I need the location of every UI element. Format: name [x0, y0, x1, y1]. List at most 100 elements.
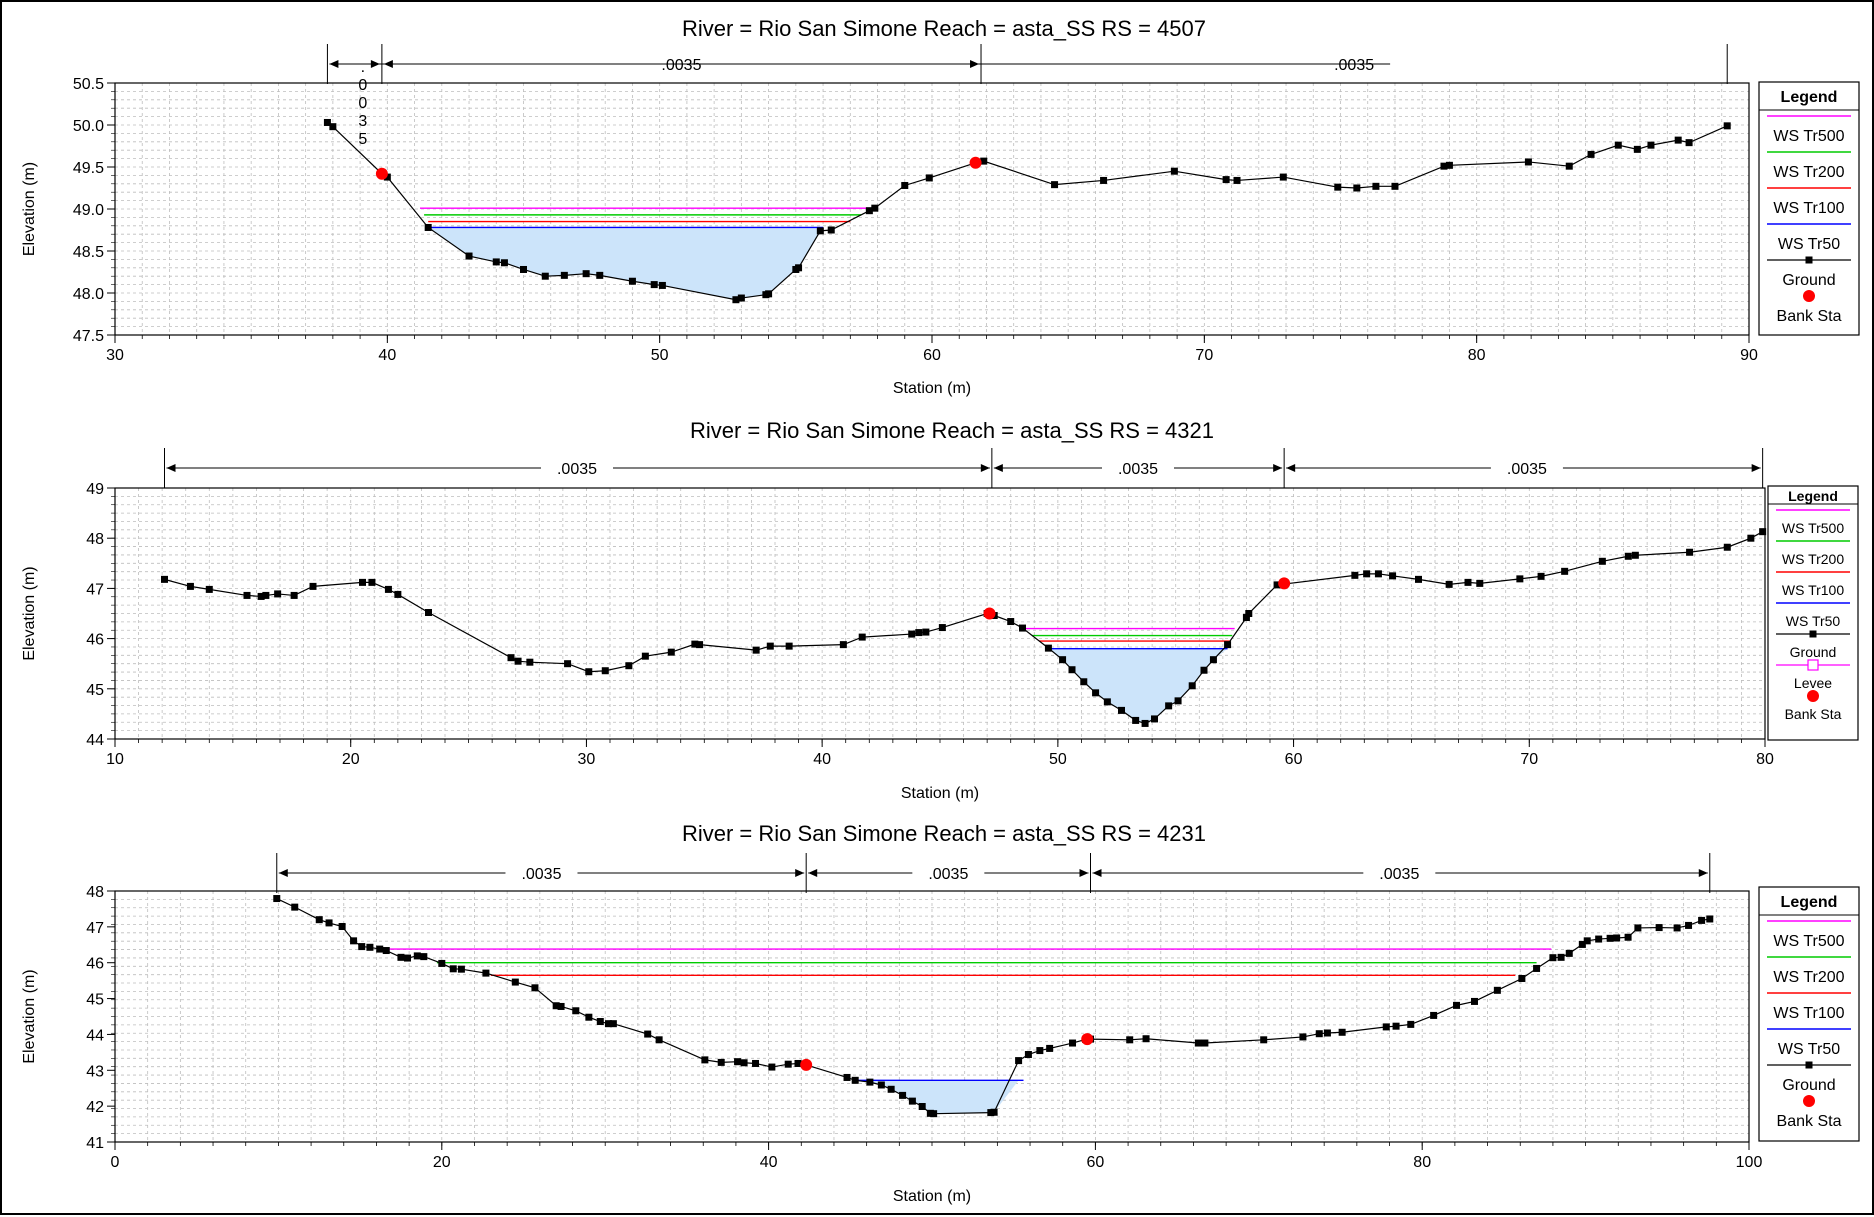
ground-point: [752, 1059, 760, 1067]
ground-point: [1583, 937, 1591, 945]
ground-point: [1046, 1044, 1054, 1052]
ground-point: [290, 591, 298, 599]
ground-point: [564, 660, 572, 668]
ground-point: [851, 1076, 859, 1084]
ground-point: [1165, 702, 1173, 710]
ground-point: [1407, 1020, 1415, 1028]
x-tick-label: 30: [578, 751, 596, 768]
manning-n-dimensions: .0035 .0035 .0035: [164, 448, 1764, 488]
ground-point: [1174, 697, 1182, 705]
ground-point: [785, 642, 793, 650]
ground-point: [596, 271, 604, 279]
ground-point: [511, 978, 519, 986]
legend-label: Ground: [1790, 644, 1837, 660]
n-value-label: .0035: [521, 866, 561, 883]
n-arrow: [1698, 869, 1708, 877]
legend-label: WS Tr500: [1782, 520, 1844, 536]
ground-point: [482, 969, 490, 977]
ground-point: [1092, 689, 1100, 697]
ground-point: [257, 592, 265, 600]
grid: [114, 487, 1766, 740]
ground-point: [650, 281, 658, 289]
ground-point: [980, 157, 988, 165]
x-tick-label: 80: [1468, 347, 1486, 364]
y-tick-label: 47: [86, 581, 104, 598]
n-arrow: [1079, 869, 1089, 877]
ground-point: [1578, 940, 1586, 948]
ground-point: [449, 965, 457, 973]
ground-point: [325, 919, 333, 927]
ground-point: [628, 277, 636, 285]
n-value-label: .0035: [1379, 866, 1419, 883]
chart-panel-3: 0 20 40 60 80 100 41 42 43 44 45 46 47 48 River = Rio …: [21, 821, 1860, 1205]
x-axis-label: Station (m): [893, 1188, 971, 1205]
n-arrow: [1092, 869, 1102, 877]
x-tick-label: 40: [378, 347, 396, 364]
ground-point: [1372, 182, 1380, 190]
ground-point: [1706, 915, 1714, 923]
ground-point: [658, 281, 666, 289]
ground-point: [1633, 145, 1641, 153]
legend: Legend WS Tr500 WS Tr200 WS Tr100 WS Tr50 Gro…: [1758, 886, 1860, 1142]
ground-point: [1338, 1028, 1346, 1036]
ground-point: [1024, 1051, 1032, 1059]
legend: Legend WS Tr500 WS Tr200 WS Tr100 WS Tr50 Gro…: [1758, 81, 1860, 336]
ground-point: [1201, 1039, 1209, 1047]
chart-panel-1: 30 40 50 60 70 80 9047.548.048.549.049.550.050…: [21, 16, 1860, 397]
ground-point: [691, 640, 699, 648]
ground-point: [604, 1020, 612, 1028]
n-arrow: [1286, 464, 1296, 472]
ground-point: [1151, 715, 1158, 723]
legend-symbol-marker: [1809, 630, 1817, 638]
ground-point: [514, 657, 522, 665]
legend-title: Legend: [1781, 894, 1838, 911]
ground-point: [1723, 543, 1731, 551]
ground-point: [376, 945, 384, 953]
ground-point: [696, 641, 704, 649]
ground-point: [368, 578, 376, 586]
ground-point: [1606, 934, 1614, 942]
ground-point: [315, 916, 323, 924]
ground-point: [1624, 552, 1632, 560]
ground-point: [1624, 933, 1632, 941]
ground-point: [1389, 572, 1397, 580]
ground-point: [922, 628, 930, 636]
x-tick-label: 40: [813, 751, 831, 768]
ground-point: [382, 947, 390, 955]
legend-symbol-marker: [1805, 256, 1813, 264]
ground-point: [858, 633, 866, 641]
y-tick-label: 48.5: [73, 244, 104, 261]
ground-point: [641, 652, 649, 660]
ground-point: [413, 952, 421, 960]
chart-title: River = Rio San Simone Reach = asta_SS R…: [682, 821, 1206, 846]
ground-point: [1440, 162, 1448, 170]
ground-point: [1470, 997, 1478, 1005]
legend-label: WS Tr500: [1773, 933, 1844, 950]
ground-point: [541, 272, 549, 280]
y-tick-label: 45: [86, 992, 104, 1009]
y-tick-label: 41: [86, 1135, 104, 1152]
y-tick-label: 42: [86, 1099, 104, 1116]
n-arrow: [808, 869, 818, 877]
ground-point: [1245, 610, 1253, 617]
n-arrow: [1273, 464, 1283, 472]
ground-point: [465, 252, 473, 260]
ground-point: [1363, 570, 1371, 578]
ground-point: [1723, 122, 1731, 130]
ground-point: [901, 181, 909, 189]
ground-point: [1430, 1011, 1438, 1019]
y-tick-label: 49.5: [73, 160, 104, 177]
ground-point: [1537, 572, 1545, 580]
y-tick-label: 47: [86, 920, 104, 937]
ground-point: [1222, 176, 1230, 184]
ground-point: [732, 296, 740, 304]
ground-point: [329, 123, 337, 131]
legend-symbol-marker: [1803, 1095, 1815, 1107]
y-tick-label: 47.5: [73, 328, 104, 345]
ground-point: [1445, 580, 1453, 588]
bank-station-marker: [983, 607, 996, 620]
ground-point: [1518, 974, 1526, 982]
ground-point: [520, 265, 527, 273]
ground-point: [1392, 1022, 1400, 1030]
